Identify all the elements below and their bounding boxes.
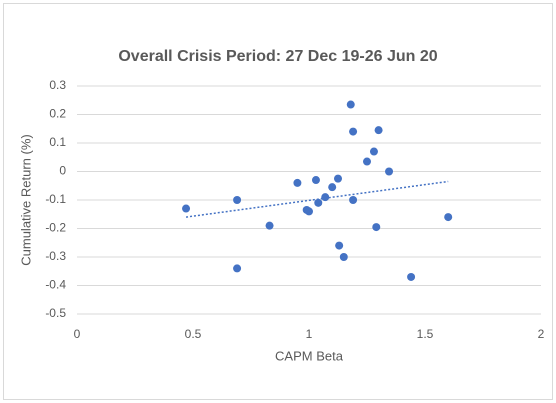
data-point	[334, 174, 342, 183]
data-point	[328, 183, 337, 192]
x-tick-label: 0	[74, 327, 81, 341]
data-point	[321, 193, 330, 202]
data-point	[374, 126, 383, 135]
data-point	[407, 272, 416, 281]
data-point	[233, 196, 242, 204]
x-axis-label: CAPM Beta	[275, 348, 344, 363]
y-tick-label: -0.2	[45, 221, 66, 235]
data-point	[182, 204, 191, 213]
y-tick-label: 0.2	[49, 107, 66, 121]
data-point	[311, 176, 320, 185]
data-point	[305, 207, 313, 216]
chart-title: Overall Crisis Period: 27 Dec 19-26 Jun …	[118, 48, 437, 65]
x-tick-label: 0.5	[185, 327, 202, 341]
y-tick-label: -0.5	[45, 306, 66, 320]
data-point	[293, 178, 302, 187]
data-point	[363, 157, 371, 166]
data-point	[385, 167, 394, 176]
y-tick-label: 0	[59, 164, 66, 178]
data-point	[369, 147, 378, 156]
y-tick-label: 0.1	[49, 135, 66, 149]
y-tick-label: -0.1	[45, 192, 66, 206]
chart-border	[3, 3, 553, 400]
data-point	[314, 198, 323, 207]
data-point	[339, 253, 348, 261]
y-tick-label: 0.3	[49, 78, 66, 92]
data-point	[444, 213, 453, 222]
data-point	[233, 264, 242, 273]
y-tick-label: -0.4	[45, 278, 66, 292]
data-point	[346, 100, 355, 109]
x-tick-label: 1	[306, 327, 313, 341]
data-point	[372, 223, 381, 232]
x-tick-label: 2	[538, 327, 545, 341]
data-point	[349, 127, 358, 136]
data-point	[349, 196, 358, 204]
x-tick-label: 1.5	[417, 327, 434, 341]
y-tick-label: -0.3	[45, 249, 66, 263]
data-point	[265, 221, 274, 230]
data-point	[335, 241, 344, 250]
y-axis-label: Cumulative Return (%)	[18, 134, 33, 266]
